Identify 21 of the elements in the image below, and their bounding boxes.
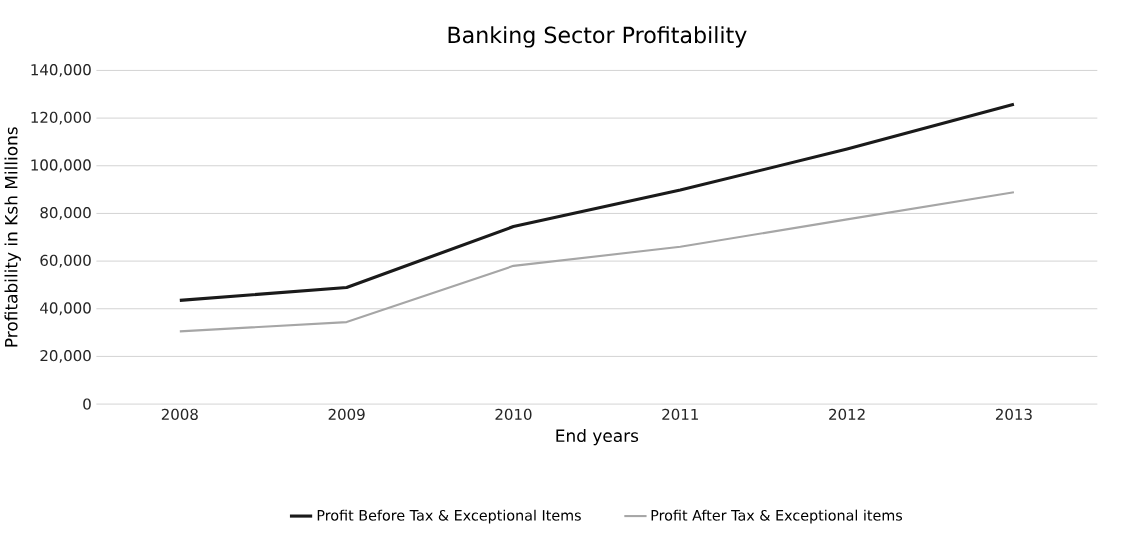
x-tick-label: 2010	[495, 408, 532, 421]
x-tick-label: 2009	[328, 408, 365, 421]
x-axis-title: End years	[556, 429, 639, 446]
line-series	[178, 102, 1016, 303]
y-tick-label: 80,000	[40, 207, 91, 221]
y-tick-label: 120,000	[31, 111, 91, 125]
y-tick-label: 60,000	[40, 254, 91, 268]
y-axis-title: Profitability in Ksh Millions	[4, 127, 21, 347]
y-tick-label: 0	[83, 398, 91, 410]
legend-label: Profit Before Tax & Exceptional Items	[317, 509, 581, 524]
legend-label: Profit After Tax & Exceptional items	[651, 509, 903, 524]
y-tick-label: 140,000	[31, 64, 91, 78]
chart-title: Banking Sector Profitability	[448, 26, 747, 48]
y-tick-label: 100,000	[31, 159, 91, 173]
x-tick-label: 2013	[995, 408, 1032, 421]
x-tick-label: 2012	[829, 408, 865, 421]
x-tick-label: 2011	[662, 408, 698, 421]
x-tick-label: 2008	[161, 408, 198, 421]
y-tick-label: 40,000	[40, 302, 91, 316]
line-series	[178, 191, 1015, 333]
y-tick-label: 20,000	[40, 350, 91, 363]
